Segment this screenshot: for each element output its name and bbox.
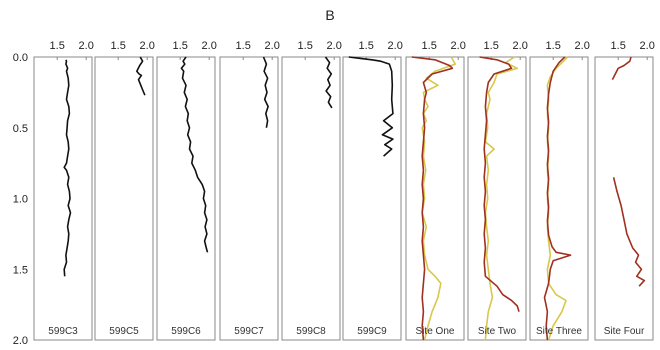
series-line — [411, 56, 454, 341]
x-tick-label: 1.5 — [546, 40, 561, 52]
series-line — [612, 177, 646, 287]
panel-frame — [529, 56, 589, 341]
panel-frame — [219, 56, 279, 341]
panel: 1.5 2.0 599C8 — [281, 40, 342, 341]
x-tick-label: 1.5 — [422, 40, 437, 52]
panel-frame — [156, 56, 216, 341]
x-tick-label: 1.5 — [173, 40, 188, 52]
panel-frame — [281, 56, 341, 341]
x-tick-label: 1.5 — [359, 40, 374, 52]
x-tick-label: 2.0 — [513, 40, 528, 52]
panels: 1.5 2.0 599C3 1.5 2.0 599C5 1.5 2.0 599C6 1.5 2.0 5… — [33, 40, 655, 341]
series-line — [63, 59, 72, 277]
panel: 1.5 2.0 599C9 — [342, 40, 403, 341]
panel-label: 599C3 — [48, 326, 78, 337]
series-line — [262, 56, 269, 128]
chart-title: B — [325, 7, 334, 23]
series-line — [324, 56, 333, 109]
panel-label: 599C6 — [171, 326, 201, 337]
panel-frame — [405, 56, 465, 341]
x-tick-label: 1.5 — [236, 40, 251, 52]
x-tick-label: 1.5 — [50, 40, 65, 52]
x-tick-label: 2.0 — [327, 40, 342, 52]
x-tick-label: 2.0 — [640, 40, 655, 52]
x-tick-label: 2.0 — [575, 40, 590, 52]
panel-label: 599C9 — [357, 326, 387, 337]
series-line — [543, 56, 572, 341]
panel: 1.5 2.0 Site Three — [529, 40, 590, 341]
y-tick-label: 0.0 — [13, 52, 28, 64]
panel-label: 599C7 — [234, 326, 264, 337]
y-tick-label: 2.0 — [13, 335, 28, 345]
x-tick-label: 1.5 — [484, 40, 499, 52]
panel: 1.5 2.0 599C3 — [33, 40, 94, 341]
series-line — [546, 56, 569, 341]
panel: 1.5 2.0 Site Two — [467, 40, 528, 341]
x-tick-label: 1.5 — [611, 40, 626, 52]
x-tick-label: 2.0 — [202, 40, 217, 52]
panel: 1.5 2.0 599C6 — [156, 40, 217, 341]
series-line — [484, 56, 519, 341]
series-line — [421, 56, 457, 341]
x-tick-label: 2.0 — [451, 40, 466, 52]
panel-label: 599C5 — [109, 326, 139, 337]
panel-frame — [33, 56, 93, 341]
series-line — [479, 56, 520, 312]
y-tick-label: 1.5 — [13, 264, 28, 276]
panel-label: 599C8 — [296, 326, 326, 337]
series-line — [348, 56, 394, 157]
panel-label: Site Three — [536, 326, 582, 337]
panel-label: Site One — [416, 326, 455, 337]
y-axis: 0.0 0.5 1.0 1.5 2.0 — [13, 52, 28, 347]
x-tick-label: 2.0 — [265, 40, 280, 52]
panel: 1.5 2.0 599C7 — [219, 40, 280, 341]
y-tick-label: 0.5 — [13, 123, 28, 135]
series-line — [611, 56, 632, 80]
panel-frame — [94, 56, 154, 341]
panel: 1.5 2.0 599C5 — [94, 40, 155, 341]
panel-label: Site Four — [604, 326, 645, 337]
panel-frame — [467, 56, 527, 341]
x-tick-label: 2.0 — [79, 40, 94, 52]
x-tick-label: 1.5 — [111, 40, 126, 52]
x-tick-label: 1.5 — [298, 40, 313, 52]
x-tick-label: 2.0 — [140, 40, 155, 52]
series-line — [180, 56, 209, 253]
panel: 1.5 2.0 Site Four — [594, 40, 655, 341]
panel-frame — [594, 56, 654, 341]
y-tick-label: 1.0 — [13, 194, 28, 206]
x-tick-label: 2.0 — [388, 40, 403, 52]
panel-label: Site Two — [478, 326, 517, 337]
series-line — [136, 56, 146, 96]
panel-frame — [342, 56, 402, 341]
panel: 1.5 2.0 Site One — [405, 40, 466, 341]
